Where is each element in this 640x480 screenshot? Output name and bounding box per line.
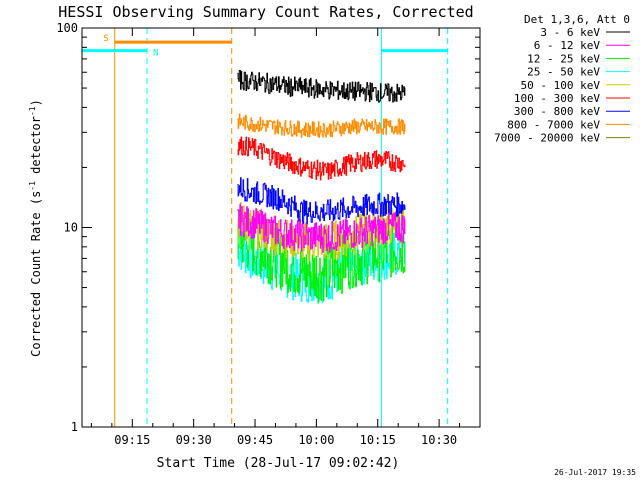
series-layer [237, 70, 406, 304]
y-axis-label-sup2: -1 [28, 106, 37, 116]
y-tick-label: 1 [71, 420, 78, 434]
legend-label: 25 - 50 keV [527, 66, 600, 79]
legend-header: Det 1,3,6, Att 0 [524, 13, 630, 26]
series-line [237, 136, 406, 181]
x-tick-label: 09:45 [237, 433, 273, 447]
y-tick-label: 10 [64, 221, 78, 235]
legend-label: 300 - 800 keV [514, 105, 600, 118]
y-tick-label: 100 [56, 21, 78, 35]
y-axis-label-end: ) [29, 99, 43, 106]
x-tick-label: 09:15 [114, 433, 150, 447]
y-axis-label: Corrected Count Rate (s-1 detector-1) [28, 99, 43, 357]
legend-label: 12 - 25 keV [527, 52, 600, 65]
series-line [237, 177, 406, 225]
legend-label: 100 - 300 keV [514, 92, 600, 105]
legend-label: 50 - 100 keV [521, 79, 601, 92]
y-axis-label-sup1: -1 [28, 181, 37, 191]
legend-label: 800 - 7000 keV [507, 118, 600, 131]
footer-date: 26-Jul-2017 19:35 [554, 468, 636, 477]
series-line [237, 113, 406, 138]
series-line [237, 203, 406, 253]
y-axis-label-mid: detector [29, 116, 43, 181]
y-axis-label-main: Corrected Count Rate (s [29, 191, 43, 357]
chart-title: HESSI Observing Summary Count Rates, Cor… [58, 3, 473, 21]
series-line [237, 70, 406, 103]
night-label: N [153, 49, 158, 59]
x-tick-label: 10:00 [298, 433, 334, 447]
series-line [237, 209, 406, 303]
x-tick-label: 10:15 [360, 433, 396, 447]
axis-ticks: 09:15 09:30 09:45 10:00 10:15 10:30 100 10 1 [56, 21, 480, 447]
saa-label: S [103, 34, 108, 44]
legend-label: 3 - 6 keV [540, 26, 600, 39]
legend-label: 6 - 12 keV [534, 39, 601, 52]
x-tick-label: 10:30 [421, 433, 457, 447]
x-tick-label: 09:30 [176, 433, 212, 447]
x-axis-label: Start Time (28-Jul-17 09:02:42) [157, 456, 400, 471]
legend-label: 7000 - 20000 keV [494, 132, 600, 145]
